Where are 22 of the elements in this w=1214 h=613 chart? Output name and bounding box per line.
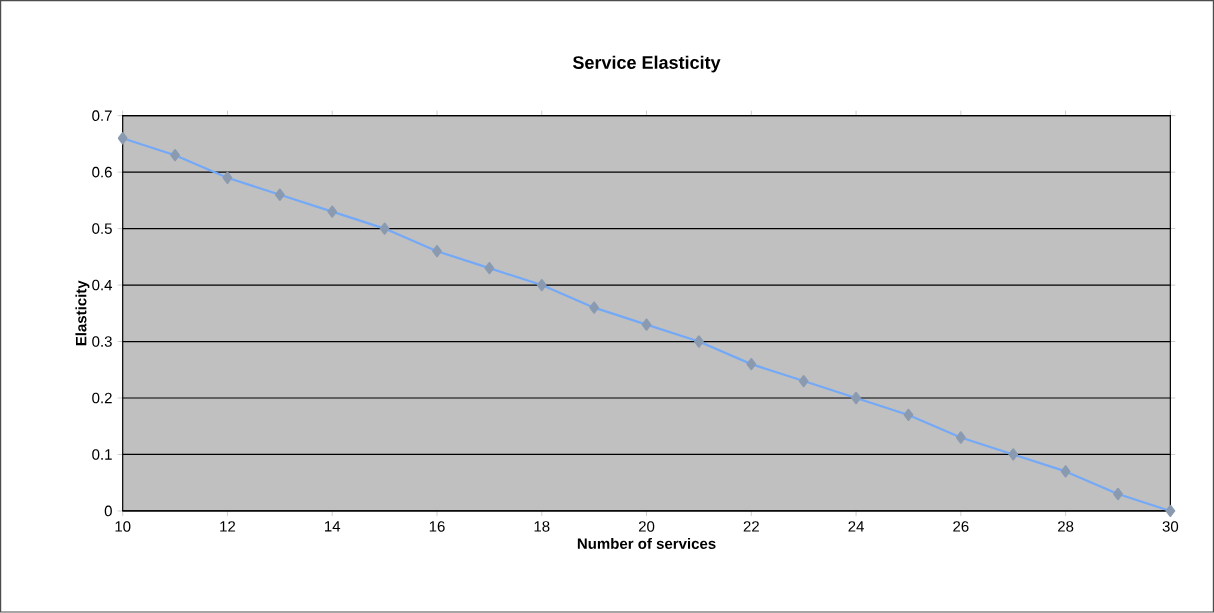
x-tick-label: 26 (953, 521, 969, 532)
x-tick-label: 16 (429, 521, 445, 532)
y-tick-label: 0.7 (92, 110, 112, 122)
y-tick-label: 0.2 (92, 392, 112, 404)
y-axis-title: Elasticity (75, 280, 90, 346)
x-tick-label: 14 (325, 521, 341, 532)
y-tick-label: 0.1 (92, 449, 112, 460)
x-tick-label: 20 (638, 521, 655, 532)
x-tick-label: 28 (1058, 521, 1074, 532)
x-tick-label: 12 (220, 521, 236, 532)
chart-title: Service Elasticity (572, 55, 721, 73)
y-tick-label: 0.4 (92, 279, 113, 291)
x-tick-label: 18 (534, 521, 550, 532)
y-tick-label: 0.3 (92, 336, 112, 348)
x-tick-label: 24 (848, 521, 864, 532)
y-tick-label: 0.6 (92, 167, 112, 178)
x-tick-label: 10 (115, 521, 131, 532)
x-tick-label: 30 (1162, 521, 1179, 532)
y-tick-label: 0.5 (92, 223, 112, 235)
x-tick-label: 22 (743, 521, 759, 532)
y-tick-label: 0 (104, 505, 112, 517)
x-axis-title: Number of services (577, 538, 716, 550)
